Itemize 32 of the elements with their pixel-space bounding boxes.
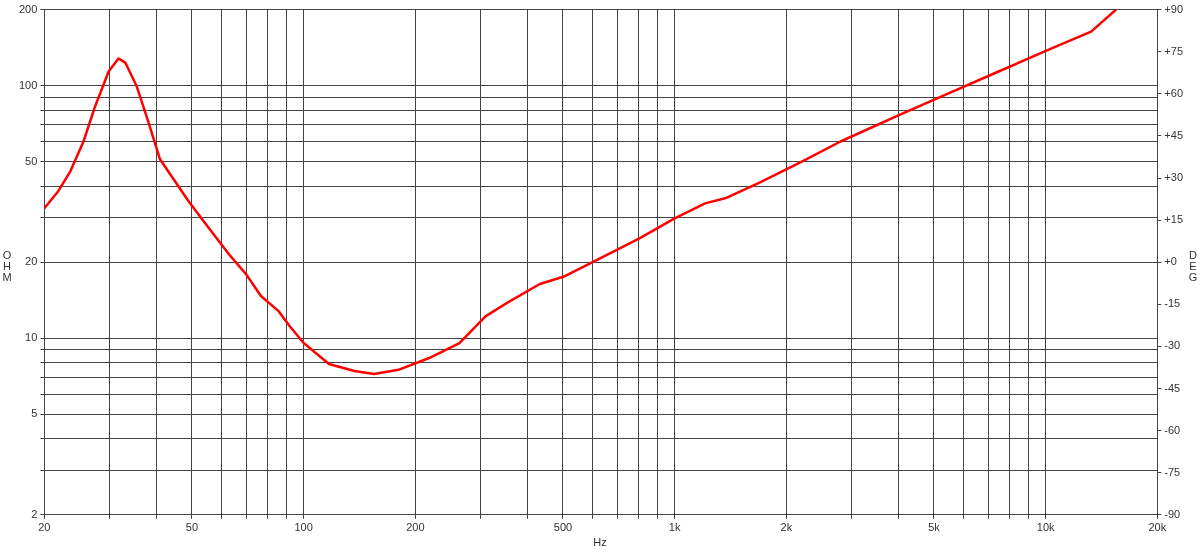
y-tick-label: 20 (25, 255, 38, 268)
x-tick-label: 5k (928, 521, 941, 534)
x-tick-label: 500 (553, 521, 573, 534)
y2-tick-label: -60 (1164, 423, 1181, 436)
y-axis-title: OHM (2, 249, 12, 283)
y2-tick-label: -90 (1164, 507, 1181, 520)
y2-tick-label: +60 (1164, 86, 1184, 99)
y2-tick-label: -75 (1164, 465, 1181, 478)
y2-tick-label: +15 (1164, 213, 1184, 226)
x-tick-label: 50 (185, 521, 199, 534)
x-tick-label: 200 (406, 521, 425, 534)
y2-tick-label: -30 (1164, 339, 1181, 352)
y-tick-label: 200 (18, 2, 38, 15)
y2-tick-label: -45 (1164, 381, 1181, 394)
y2-tick-label: +75 (1164, 44, 1184, 57)
y2-tick-label: +90 (1164, 2, 1184, 15)
y-tick-label: 10 (25, 331, 38, 344)
x-tick-label: 1k (668, 521, 681, 534)
y2-tick-label: +45 (1164, 128, 1184, 141)
x-tick-label: 100 (294, 521, 313, 534)
x-tick-label: 20k (1148, 521, 1167, 534)
y2-tick-label: -15 (1164, 297, 1181, 310)
x-tick-label: 10k (1036, 521, 1056, 534)
y2-tick-label: +30 (1164, 171, 1184, 184)
y-tick-label: 2 (31, 507, 38, 520)
y-tick-label: 5 (31, 407, 38, 420)
y-tick-label: 50 (25, 154, 38, 167)
x-axis-title: Hz (592, 536, 608, 548)
y2-axis-title: DEG (1188, 249, 1198, 283)
y2-tick-label: +0 (1164, 255, 1177, 268)
x-tick-label: 2k (780, 521, 793, 534)
y-tick-label: 100 (18, 78, 38, 91)
